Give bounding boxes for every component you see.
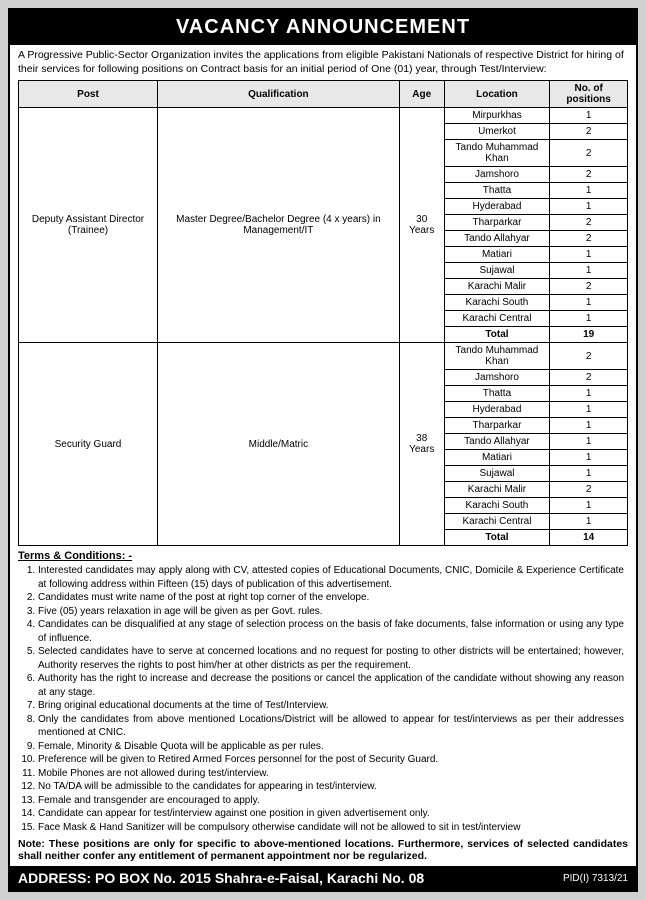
cell-location: Tando Muhammad Khan <box>444 343 550 370</box>
cell-count: 1 <box>550 247 628 263</box>
intro-text: A Progressive Public-Sector Organization… <box>10 45 636 80</box>
th-num: No. of positions <box>550 81 628 108</box>
terms-heading: Terms & Conditions: - <box>10 546 636 564</box>
cell-location: Karachi Central <box>444 514 550 530</box>
term-item: Preference will be given to Retired Arme… <box>38 753 628 767</box>
total-value: 19 <box>550 327 628 343</box>
cell-count: 1 <box>550 466 628 482</box>
cell-location: Karachi Malir <box>444 482 550 498</box>
cell-count: 1 <box>550 263 628 279</box>
cell-location: Tharparkar <box>444 418 550 434</box>
terms-list: Interested candidates may apply along wi… <box>10 564 636 836</box>
cell-location: Jamshoro <box>444 370 550 386</box>
cell-post: Deputy Assistant Director (Trainee) <box>19 108 158 343</box>
cell-location: Tharparkar <box>444 215 550 231</box>
cell-count: 2 <box>550 140 628 167</box>
cell-count: 1 <box>550 418 628 434</box>
note-text: Note: These positions are only for speci… <box>10 836 636 866</box>
cell-count: 2 <box>550 370 628 386</box>
cell-count: 1 <box>550 514 628 530</box>
pid-number: PID(I) 7313/21 <box>563 873 628 884</box>
term-item: Selected candidates have to serve at con… <box>38 645 628 672</box>
cell-location: Karachi Malir <box>444 279 550 295</box>
total-value: 14 <box>550 530 628 546</box>
term-item: Female and transgender are encouraged to… <box>38 794 628 808</box>
cell-post: Security Guard <box>19 343 158 546</box>
total-label: Total <box>444 530 550 546</box>
cell-count: 2 <box>550 343 628 370</box>
address-label: ADDRESS: <box>18 870 91 886</box>
cell-location: Umerkot <box>444 124 550 140</box>
cell-count: 1 <box>550 311 628 327</box>
term-item: No TA/DA will be admissible to the candi… <box>38 780 628 794</box>
address-bar: ADDRESS: PO BOX No. 2015 Shahra-e-Faisal… <box>10 866 636 890</box>
term-item: Interested candidates may apply along wi… <box>38 564 628 591</box>
positions-table: Post Qualification Age Location No. of p… <box>18 80 628 546</box>
address-value: PO BOX No. 2015 Shahra-e-Faisal, Karachi… <box>95 870 424 886</box>
cell-age: 38 Years <box>399 343 444 546</box>
term-item: Candidates can be disqualified at any st… <box>38 618 628 645</box>
cell-count: 2 <box>550 124 628 140</box>
term-item: Authority has the right to increase and … <box>38 672 628 699</box>
vacancy-document: VACANCY ANNOUNCEMENT A Progressive Publi… <box>8 8 638 892</box>
cell-location: Matiari <box>444 450 550 466</box>
cell-location: Jamshoro <box>444 167 550 183</box>
cell-location: Karachi South <box>444 295 550 311</box>
cell-count: 1 <box>550 402 628 418</box>
cell-location: Tando Muhammad Khan <box>444 140 550 167</box>
cell-count: 2 <box>550 482 628 498</box>
cell-qualification: Middle/Matric <box>157 343 399 546</box>
term-item: Bring original educational documents at … <box>38 699 628 713</box>
cell-location: Thatta <box>444 386 550 402</box>
term-item: Female, Minority & Disable Quota will be… <box>38 740 628 754</box>
cell-location: Tando Allahyar <box>444 231 550 247</box>
th-qual: Qualification <box>157 81 399 108</box>
cell-location: Karachi South <box>444 498 550 514</box>
cell-count: 1 <box>550 108 628 124</box>
term-item: Mobile Phones are not allowed during tes… <box>38 767 628 781</box>
cell-count: 1 <box>550 199 628 215</box>
term-item: Only the candidates from above mentioned… <box>38 713 628 740</box>
term-item: Candidate can appear for test/interview … <box>38 807 628 821</box>
cell-location: Mirpurkhas <box>444 108 550 124</box>
cell-qualification: Master Degree/Bachelor Degree (4 x years… <box>157 108 399 343</box>
cell-count: 1 <box>550 450 628 466</box>
cell-location: Sujawal <box>444 263 550 279</box>
cell-count: 1 <box>550 386 628 402</box>
total-label: Total <box>444 327 550 343</box>
cell-count: 1 <box>550 498 628 514</box>
cell-location: Thatta <box>444 183 550 199</box>
term-item: Five (05) years relaxation in age will b… <box>38 605 628 619</box>
cell-location: Karachi Central <box>444 311 550 327</box>
banner-title: VACANCY ANNOUNCEMENT <box>10 10 636 45</box>
cell-age: 30 Years <box>399 108 444 343</box>
cell-count: 2 <box>550 215 628 231</box>
cell-location: Sujawal <box>444 466 550 482</box>
cell-count: 1 <box>550 434 628 450</box>
cell-location: Hyderabad <box>444 199 550 215</box>
cell-count: 2 <box>550 231 628 247</box>
cell-location: Hyderabad <box>444 402 550 418</box>
table-row: Security GuardMiddle/Matric38 YearsTando… <box>19 343 628 370</box>
cell-count: 1 <box>550 295 628 311</box>
cell-count: 2 <box>550 279 628 295</box>
cell-location: Matiari <box>444 247 550 263</box>
th-post: Post <box>19 81 158 108</box>
th-age: Age <box>399 81 444 108</box>
th-loc: Location <box>444 81 550 108</box>
term-item: Candidates must write name of the post a… <box>38 591 628 605</box>
term-item: Face Mask & Hand Sanitizer will be compu… <box>38 821 628 835</box>
cell-count: 1 <box>550 183 628 199</box>
cell-count: 2 <box>550 167 628 183</box>
cell-location: Tando Allahyar <box>444 434 550 450</box>
table-row: Deputy Assistant Director (Trainee)Maste… <box>19 108 628 124</box>
